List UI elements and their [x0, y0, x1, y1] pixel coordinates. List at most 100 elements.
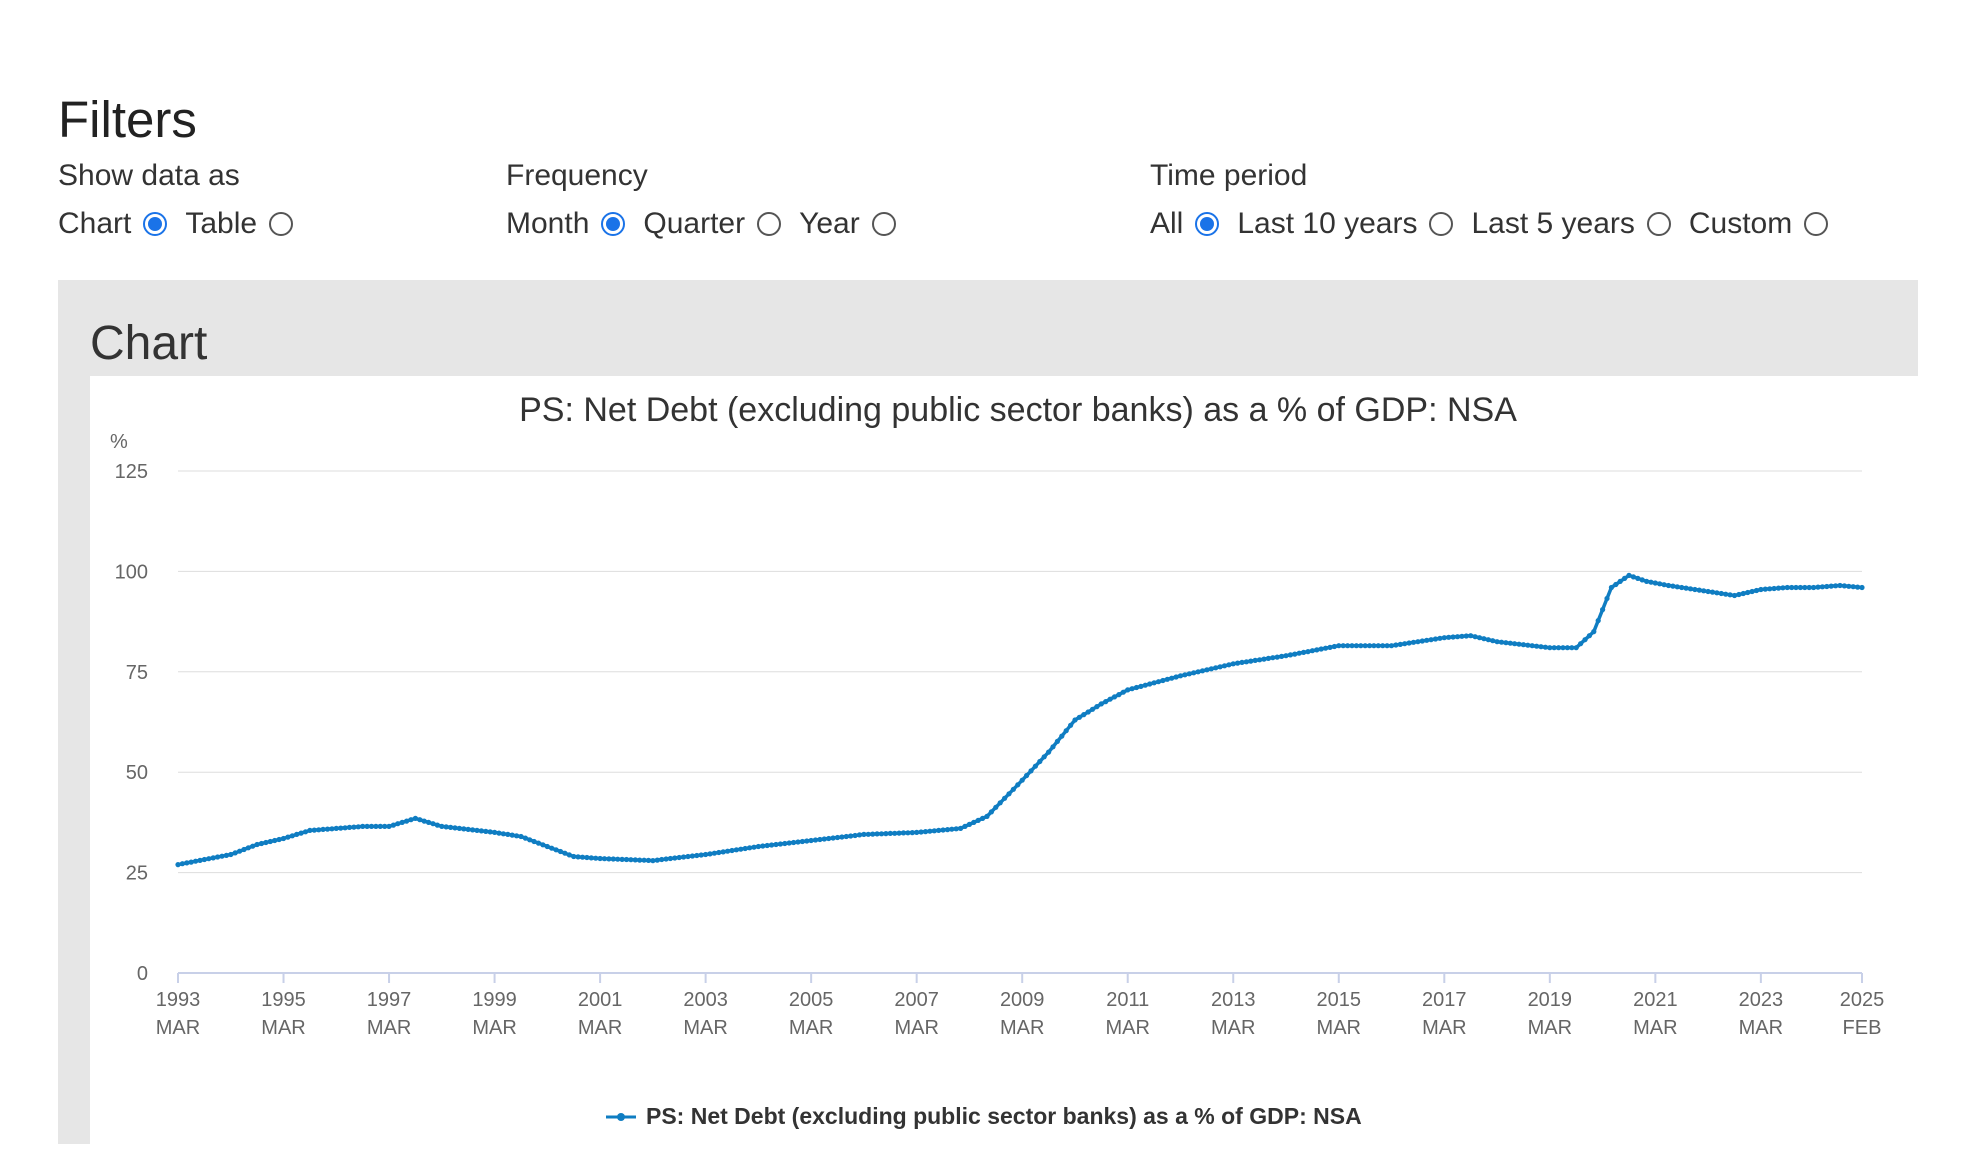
- data-point: [856, 832, 863, 838]
- frequency-options: Month Quarter Year: [506, 206, 914, 242]
- data-point: [1410, 639, 1417, 645]
- x-tick-year-label: 2017: [1422, 989, 1467, 1011]
- data-point: [1718, 590, 1724, 597]
- data-point: [821, 836, 827, 842]
- time-period-custom-radio[interactable]: [1804, 212, 1829, 236]
- legend-label: PS: Net Debt (excluding public sector ba…: [646, 1103, 1362, 1129]
- data-point: [399, 819, 405, 825]
- data-point: [492, 829, 498, 835]
- x-tick-year-label: 2001: [578, 989, 623, 1011]
- data-point: [1679, 584, 1685, 591]
- data-point: [1586, 633, 1592, 639]
- data-point: [1199, 668, 1206, 674]
- data-point: [799, 838, 806, 845]
- data-point: [206, 856, 212, 862]
- data-point: [1384, 643, 1390, 649]
- data-point: [1270, 655, 1276, 661]
- data-point: [1239, 659, 1245, 665]
- data-point: [307, 827, 313, 833]
- data-point: [830, 835, 836, 841]
- data-point: [276, 836, 282, 843]
- data-point: [984, 813, 990, 819]
- data-point: [434, 822, 440, 828]
- data-point: [848, 833, 854, 839]
- time-period-options: All Last 10 years Last 5 years Custom: [1150, 206, 1846, 242]
- data-point: [1775, 585, 1782, 591]
- data-point: [1230, 661, 1236, 667]
- frequency-quarter-option[interactable]: Quarter: [643, 207, 782, 241]
- x-tick-year-label: 1993: [156, 989, 201, 1011]
- data-point: [1393, 642, 1399, 648]
- data-point: [1037, 758, 1043, 765]
- data-point: [905, 830, 911, 836]
- frequency-year-option[interactable]: Year: [799, 207, 896, 241]
- frequency-month-option[interactable]: Month: [506, 207, 626, 241]
- x-tick-year-label: 1997: [367, 989, 412, 1011]
- data-point: [667, 855, 674, 862]
- data-point: [1336, 643, 1342, 649]
- data-point: [338, 825, 344, 831]
- data-point: [1151, 680, 1157, 686]
- data-point: [1301, 649, 1307, 655]
- show-data-as-table-radio[interactable]: [269, 212, 294, 236]
- x-tick-month-label: MAR: [1633, 1017, 1677, 1039]
- data-point: [1182, 672, 1188, 678]
- time-period-last-5-years-option[interactable]: Last 5 years: [1471, 207, 1671, 241]
- data-point: [1098, 701, 1104, 707]
- data-point: [1723, 591, 1729, 597]
- time-period-last-10-years-radio[interactable]: [1429, 212, 1454, 236]
- x-tick-year-label: 2009: [1000, 989, 1045, 1011]
- time-period-custom-option[interactable]: Custom: [1689, 207, 1829, 241]
- data-point: [1437, 635, 1443, 641]
- y-axis-unit-label: %: [110, 431, 128, 453]
- data-point: [1547, 645, 1553, 651]
- show-data-as-chart-option[interactable]: Chart: [58, 207, 168, 241]
- data-point: [487, 829, 493, 835]
- data-point: [228, 851, 234, 858]
- data-point: [628, 857, 634, 863]
- data-point: [980, 815, 986, 821]
- data-point: [1771, 585, 1777, 592]
- data-point: [769, 842, 775, 848]
- data-point: [1644, 578, 1650, 584]
- time-period-last-5-years-radio[interactable]: [1646, 212, 1671, 236]
- data-point: [509, 832, 515, 838]
- data-point: [1340, 643, 1346, 649]
- data-point: [404, 818, 410, 824]
- data-point: [1353, 643, 1359, 649]
- frequency-year-radio[interactable]: [871, 212, 896, 236]
- data-point: [804, 838, 810, 844]
- time-period-last-10-years-option[interactable]: Last 10 years: [1237, 207, 1454, 241]
- data-point: [703, 851, 709, 858]
- time-period-all-option[interactable]: All: [1150, 207, 1220, 241]
- data-point: [1837, 582, 1843, 589]
- data-point: [1674, 584, 1680, 590]
- frequency-label: Frequency: [506, 159, 648, 192]
- data-point: [1753, 587, 1760, 594]
- legend[interactable]: PS: Net Debt (excluding public sector ba…: [606, 1103, 1362, 1129]
- data-point: [1089, 706, 1096, 712]
- frequency-month-radio[interactable]: [601, 212, 626, 236]
- data-point: [1349, 643, 1355, 649]
- data-point: [1512, 641, 1518, 647]
- show-data-as-chart-radio[interactable]: [143, 212, 168, 236]
- x-tick-year-label: 2003: [683, 989, 728, 1011]
- data-point: [672, 855, 678, 861]
- show-data-as-table-option[interactable]: Table: [185, 207, 294, 241]
- data-point: [1024, 772, 1030, 779]
- data-point: [1252, 657, 1258, 663]
- time-period-all-radio[interactable]: [1195, 212, 1220, 236]
- frequency-quarter-radio[interactable]: [757, 212, 782, 236]
- data-point: [324, 826, 331, 832]
- x-tick-year-label: 2025: [1840, 989, 1885, 1011]
- data-point: [1709, 589, 1716, 595]
- data-point: [562, 850, 568, 856]
- data-point: [1331, 643, 1337, 650]
- data-point: [1116, 692, 1122, 698]
- data-point: [474, 827, 480, 833]
- data-point: [1164, 676, 1170, 682]
- data-point: [245, 845, 251, 851]
- data-point: [175, 862, 181, 868]
- data-point: [448, 824, 454, 830]
- data-point: [584, 854, 590, 861]
